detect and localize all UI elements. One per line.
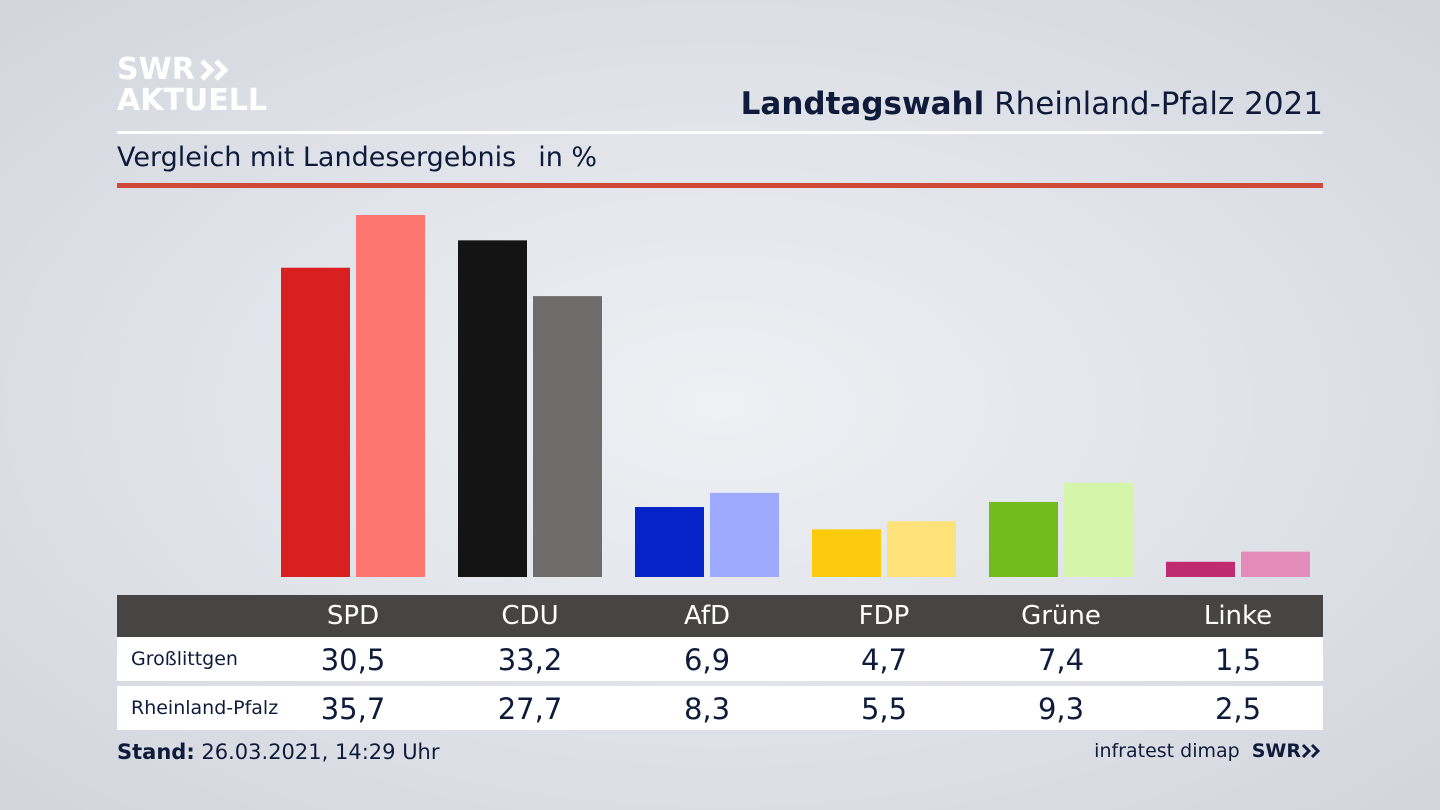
value-gruene-rheinland-pfalz: 9,3: [1037, 692, 1085, 726]
column-header-spd: SPD: [326, 601, 380, 631]
column-header-gruene: Grüne: [1021, 601, 1101, 631]
bar-fdp-rheinland-pfalz: [887, 521, 956, 577]
table-header: SPD CDU AfD FDP Grüne Linke: [117, 595, 1323, 637]
value-spd-grosslittgen: 30,5: [320, 643, 386, 677]
value-gruene-grosslittgen: 7,4: [1037, 643, 1085, 677]
chart-subtitle: Vergleich mit Landesergebnis in %: [117, 142, 597, 173]
row-label: Rheinland-Pfalz: [131, 697, 279, 719]
timestamp: Stand: 26.03.2021, 14:29 Uhr: [117, 740, 440, 764]
table-row-rheinland-pfalz: Rheinland-Pfalz 35,7 27,7 8,3 5,5 9,3 2,5: [117, 686, 1323, 730]
bar-gruene-grosslittgen: [989, 501, 1058, 577]
value-fdp-rheinland-pfalz: 5,5: [860, 692, 908, 726]
value-cdu-rheinland-pfalz: 27,7: [497, 692, 563, 726]
bar-fdp-grosslittgen: [812, 529, 881, 577]
column-header-cdu: CDU: [501, 601, 559, 631]
stand-value: 26.03.2021, 14:29 Uhr: [201, 740, 440, 764]
subtitle-text: Vergleich mit Landesergebnis: [117, 142, 517, 173]
subtitle-divider: [117, 183, 1323, 188]
bar-cdu-grosslittgen: [458, 240, 527, 577]
value-fdp-grosslittgen: 4,7: [860, 643, 908, 677]
title-rest: Rheinland-Pfalz 2021: [994, 86, 1323, 122]
header-divider: [117, 131, 1323, 134]
column-header-fdp: FDP: [858, 601, 910, 631]
bar-afd-grosslittgen: [635, 507, 704, 577]
logo-line-1: SWR: [117, 52, 195, 87]
value-linke-rheinland-pfalz: 2,5: [1214, 692, 1262, 726]
bar-afd-rheinland-pfalz: [710, 492, 779, 577]
logo-chevrons-icon: [200, 58, 229, 81]
source-credit: infratest dimap SWR: [1094, 740, 1323, 762]
column-header-linke: Linke: [1203, 601, 1273, 631]
value-cdu-grosslittgen: 33,2: [497, 643, 563, 677]
column-header-afd: AfD: [683, 601, 731, 631]
value-spd-rheinland-pfalz: 35,7: [320, 692, 386, 726]
bar-gruene-rheinland-pfalz: [1064, 482, 1133, 577]
bar-chart: [281, 215, 1310, 577]
brand-chevrons-icon: [1301, 743, 1321, 759]
subtitle-unit: in %: [538, 142, 598, 173]
value-afd-grosslittgen: 6,9: [683, 643, 731, 677]
stand-label: Stand:: [117, 740, 195, 764]
page-title: Landtagswahl Rheinland-Pfalz 2021: [741, 86, 1323, 122]
bar-spd-rheinland-pfalz: [356, 215, 425, 577]
results-table: SPD CDU AfD FDP Grüne Linke Großlittgen 30,5 3…: [117, 595, 1323, 730]
bar-linke-rheinland-pfalz: [1241, 551, 1310, 577]
swr-aktuell-logo: SWR AKTUELL: [117, 54, 267, 116]
bar-cdu-rheinland-pfalz: [533, 296, 602, 577]
row-label: Großlittgen: [131, 648, 238, 670]
value-linke-grosslittgen: 1,5: [1214, 643, 1262, 677]
source-text: infratest dimap: [1094, 740, 1240, 762]
title-bold: Landtagswahl: [740, 86, 985, 122]
value-afd-rheinland-pfalz: 8,3: [683, 692, 731, 726]
logo-line-2: AKTUELL: [117, 83, 268, 118]
bar-spd-grosslittgen: [281, 267, 350, 577]
table-row-grosslittgen: Großlittgen 30,5 33,2 6,9 4,7 7,4 1,5: [117, 637, 1323, 681]
brand-logo: SWR: [1252, 740, 1323, 762]
brand-text: SWR: [1251, 740, 1301, 762]
bar-linke-grosslittgen: [1166, 561, 1235, 577]
